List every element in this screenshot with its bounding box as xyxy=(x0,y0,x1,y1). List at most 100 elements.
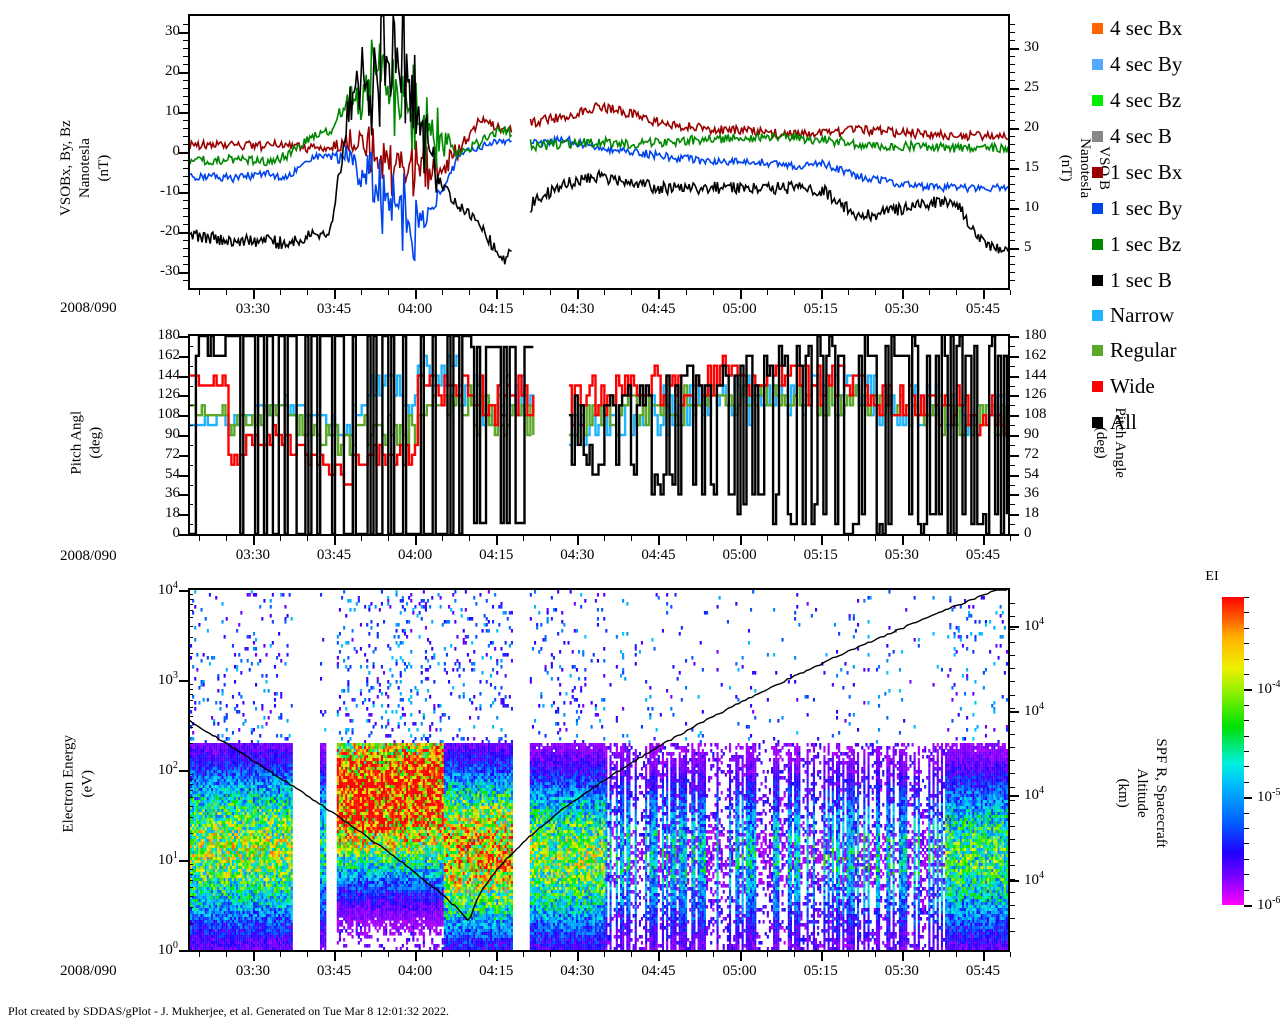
spectrogram-cell xyxy=(364,605,366,609)
spectrogram-cell xyxy=(362,701,364,705)
spectrogram-cell xyxy=(337,713,339,717)
spectrogram-cell xyxy=(291,947,293,950)
spectrogram-cell xyxy=(207,947,209,950)
axis-tick xyxy=(956,536,957,541)
axis-tick xyxy=(902,290,904,299)
axis-tick xyxy=(199,536,200,541)
axis-tick xyxy=(1010,445,1015,446)
electron-spectrogram-plot xyxy=(190,590,1008,950)
spectrogram-cell xyxy=(352,698,354,702)
spectrogram-cell xyxy=(213,722,215,726)
axis-tick xyxy=(875,536,876,541)
spectrogram-cell xyxy=(192,611,194,615)
spectrogram-cell xyxy=(255,947,257,950)
axis-tick xyxy=(1010,272,1015,273)
spectrogram-cell xyxy=(196,668,198,672)
axis-tick xyxy=(577,536,579,545)
spectrogram-cell xyxy=(366,665,368,669)
spectrogram-cell xyxy=(366,659,368,663)
axis-tick xyxy=(577,290,579,299)
spectrogram-cell xyxy=(238,728,240,732)
axis-tick xyxy=(253,290,255,299)
mag-series-1 xyxy=(190,137,1008,261)
spectrogram-cell xyxy=(352,935,354,939)
time-axis-label: 05:45 xyxy=(957,548,1009,563)
spectrogram-cell xyxy=(234,653,236,657)
spectrogram-cell xyxy=(253,701,255,705)
spectrogram-cell xyxy=(320,593,322,597)
axis-tick-label: -10 xyxy=(136,184,180,199)
spectrogram-cell xyxy=(320,662,322,666)
axis-tick xyxy=(183,24,188,25)
spectrogram-cell xyxy=(190,656,192,660)
magnetic-field-panel xyxy=(188,14,1010,290)
spectrogram-cell xyxy=(280,695,282,699)
axis-tick xyxy=(179,192,188,194)
spectrogram-cell xyxy=(345,707,347,711)
axis-tick xyxy=(1010,128,1019,130)
spectrogram-cell xyxy=(253,647,255,651)
spectrogram-cell xyxy=(266,722,268,726)
spectrogram-cell xyxy=(232,644,234,648)
spectrogram-cell xyxy=(226,617,228,621)
axis-tick xyxy=(1010,415,1019,417)
spectrogram-cell xyxy=(343,590,345,594)
axis-tick xyxy=(183,136,188,137)
spectrogram-cell xyxy=(343,917,345,921)
spectrogram-cell xyxy=(352,923,354,927)
axis-tick xyxy=(388,536,389,541)
spectrogram-cell xyxy=(345,731,347,735)
axis-tick-label: 10 xyxy=(1024,200,1039,215)
spectrogram-cell xyxy=(247,635,249,639)
axis-tick xyxy=(415,536,417,545)
axis-tick-label: 0 xyxy=(136,526,180,541)
spectrogram-cell xyxy=(268,689,270,693)
axis-tick xyxy=(1010,425,1015,426)
spectrogram-cell xyxy=(347,656,349,660)
spectrogram-cell xyxy=(352,629,354,633)
spectrogram-cell xyxy=(240,947,242,950)
spectrogram-cell xyxy=(255,683,257,687)
axis-tick xyxy=(1010,192,1015,193)
spectrogram-cell xyxy=(198,686,200,690)
axis-tick xyxy=(183,40,188,41)
axis-tick xyxy=(469,536,470,541)
axis-tick xyxy=(550,290,551,295)
axis-tick xyxy=(179,475,188,477)
spectrogram-cell xyxy=(278,632,280,636)
spectrogram-cell xyxy=(255,707,257,711)
spectrogram-cell xyxy=(349,719,351,723)
spectrogram-cell xyxy=(339,938,341,942)
spectrogram-cell xyxy=(341,689,343,693)
spectrogram-cell xyxy=(194,947,196,950)
spectrogram-cell xyxy=(232,731,234,735)
spectrogram-cell xyxy=(226,716,228,720)
spectrogram-cell xyxy=(253,593,255,597)
axis-tick xyxy=(188,425,193,426)
spectrogram-cell xyxy=(287,947,289,950)
spectrogram-cell xyxy=(270,614,272,618)
axis-tick-label: 20 xyxy=(136,64,180,79)
spectrogram-cell xyxy=(242,722,244,726)
spectrogram-cell xyxy=(261,617,263,621)
spectrogram-cell xyxy=(190,737,192,741)
axis-tick xyxy=(1010,405,1015,406)
spectrogram-cell xyxy=(201,659,203,663)
axis-tick xyxy=(183,168,188,169)
spectrogram-cell xyxy=(247,647,249,651)
spectrogram-cell xyxy=(266,674,268,678)
axis-tick-label: 5 xyxy=(1024,240,1032,255)
axis-tick xyxy=(1010,336,1019,338)
spectrogram-cell xyxy=(234,947,236,950)
spectrogram-cell xyxy=(339,731,341,735)
axis-tick xyxy=(280,290,281,295)
axis-tick xyxy=(183,224,188,225)
spectrogram-cell xyxy=(249,668,251,672)
spectrogram-cell xyxy=(236,947,238,950)
spectrogram-cell xyxy=(274,704,276,708)
axis-tick xyxy=(1010,184,1015,185)
axis-tick xyxy=(1010,152,1015,153)
spectrogram-cell xyxy=(291,617,293,621)
axis-tick-label: 180 xyxy=(1024,328,1047,343)
axis-tick xyxy=(1010,224,1015,225)
